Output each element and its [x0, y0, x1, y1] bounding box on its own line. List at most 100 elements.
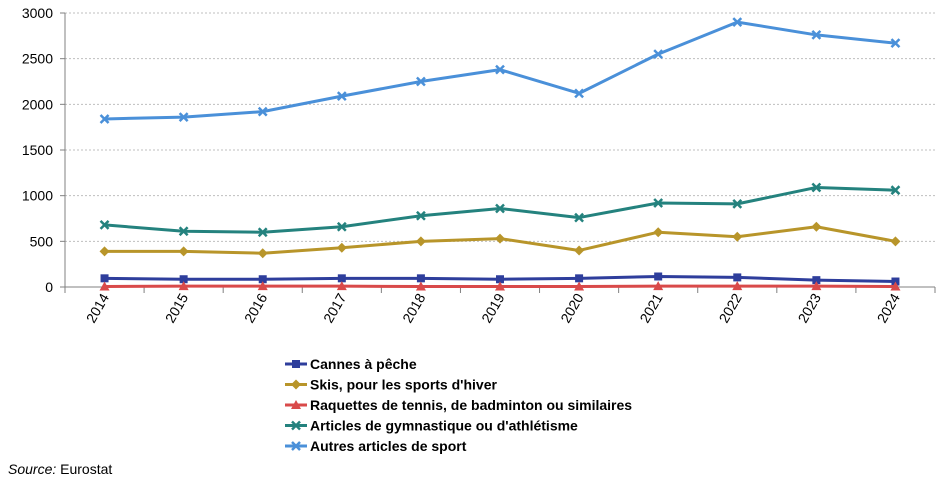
legend-marker	[291, 400, 301, 409]
data-point	[178, 246, 189, 257]
series-1	[99, 221, 901, 259]
data-point	[654, 272, 663, 281]
x-tick-label: 2016	[241, 290, 271, 325]
x-tick-label: 2023	[795, 290, 825, 325]
y-tick-label: 500	[30, 233, 54, 249]
data-point	[178, 226, 189, 237]
data-point	[495, 233, 505, 244]
x-tick-label: 2015	[162, 290, 192, 325]
data-point	[336, 242, 347, 253]
data-point	[416, 274, 425, 283]
y-tick-label: 1000	[22, 188, 53, 204]
x-tick-label: 2017	[320, 290, 350, 325]
series-4	[99, 17, 901, 124]
data-point	[890, 236, 901, 247]
data-point	[890, 281, 901, 291]
legend-label: Skis, pour les sports d'hiver	[310, 377, 497, 393]
data-point	[99, 281, 110, 291]
source-value: Eurostat	[60, 461, 113, 477]
data-point	[336, 281, 347, 291]
data-point	[811, 30, 822, 40]
series-0	[100, 272, 900, 286]
y-tick-label: 0	[45, 279, 53, 295]
legend-label: Cannes à pêche	[310, 356, 417, 372]
legend: Cannes à pêche Skis, pour les sports d'hi…	[285, 356, 632, 454]
data-point	[732, 199, 743, 209]
data-point	[811, 182, 822, 193]
x-axis-ticks: 2014 2015 2016 2017 2018 2019 2020 2021 2022 2023…	[83, 290, 903, 325]
data-point	[574, 88, 584, 99]
data-point	[812, 276, 821, 285]
data-point	[495, 281, 505, 291]
y-tick-label: 1500	[22, 142, 53, 158]
data-point	[653, 49, 664, 59]
data-point	[258, 275, 267, 284]
x-tick-label: 2014	[83, 290, 113, 325]
data-point	[890, 185, 901, 196]
legend-entry: Autres articles de sport	[285, 438, 467, 454]
data-point	[179, 275, 188, 284]
legend-label: Articles de gymnastique ou d'athlétisme	[310, 418, 578, 434]
series	[99, 17, 901, 291]
source-note: Source: Eurostat	[8, 461, 112, 477]
x-tick-label: 2024	[874, 290, 904, 325]
data-point	[732, 17, 743, 28]
data-point	[178, 281, 189, 291]
data-point	[732, 231, 743, 242]
x-tick-label: 2021	[636, 290, 666, 325]
data-point	[811, 281, 822, 291]
legend-entry: Skis, pour les sports d'hiver	[285, 377, 497, 393]
y-tick-label: 3000	[22, 5, 53, 21]
data-point	[178, 112, 189, 123]
source-label: Source:	[8, 461, 57, 477]
legend-entry: Articles de gymnastique ou d'athlétisme	[285, 418, 578, 434]
legend-entry: Raquettes de tennis, de badminton ou sim…	[285, 397, 632, 413]
legend-marker	[292, 360, 300, 368]
data-point	[257, 227, 268, 238]
data-point	[495, 203, 505, 214]
data-point	[653, 281, 664, 291]
data-point	[99, 114, 110, 124]
data-point	[653, 227, 664, 238]
data-point	[733, 273, 742, 282]
data-point	[574, 281, 585, 291]
data-point	[496, 275, 504, 284]
data-point	[257, 281, 268, 291]
data-point	[732, 281, 743, 291]
x-tick-label: 2022	[715, 290, 745, 325]
data-point	[811, 221, 822, 232]
data-point	[99, 220, 110, 230]
data-point	[337, 274, 346, 283]
x-tick-label: 2018	[399, 290, 429, 325]
data-point	[575, 274, 584, 283]
legend-label: Autres articles de sport	[310, 438, 467, 454]
data-point	[336, 221, 347, 232]
data-point	[574, 212, 584, 223]
series-2	[99, 281, 901, 291]
data-point	[416, 210, 426, 221]
legend-marker	[291, 441, 301, 451]
data-point	[257, 106, 268, 117]
y-tick-label: 2500	[22, 51, 53, 67]
data-point	[257, 248, 268, 259]
data-point	[99, 246, 110, 257]
legend-entry: Cannes à pêche	[285, 356, 417, 372]
legend-label: Raquettes de tennis, de badminton ou sim…	[310, 397, 632, 413]
data-point	[891, 277, 900, 286]
series-3	[99, 182, 901, 238]
legend-marker	[291, 379, 301, 390]
x-tick-label: 2020	[557, 290, 587, 325]
data-point	[415, 281, 426, 291]
data-point	[100, 274, 109, 283]
y-tick-label: 2000	[22, 96, 53, 112]
y-axis-ticks: 0 500 1000 1500 2000 2500 3000	[22, 5, 53, 295]
data-point	[336, 91, 347, 101]
data-point	[416, 76, 426, 87]
data-point	[495, 64, 505, 75]
gridlines	[65, 12, 935, 242]
data-point	[415, 236, 426, 247]
data-point	[653, 198, 664, 208]
data-point	[574, 245, 585, 256]
data-point	[890, 38, 901, 49]
